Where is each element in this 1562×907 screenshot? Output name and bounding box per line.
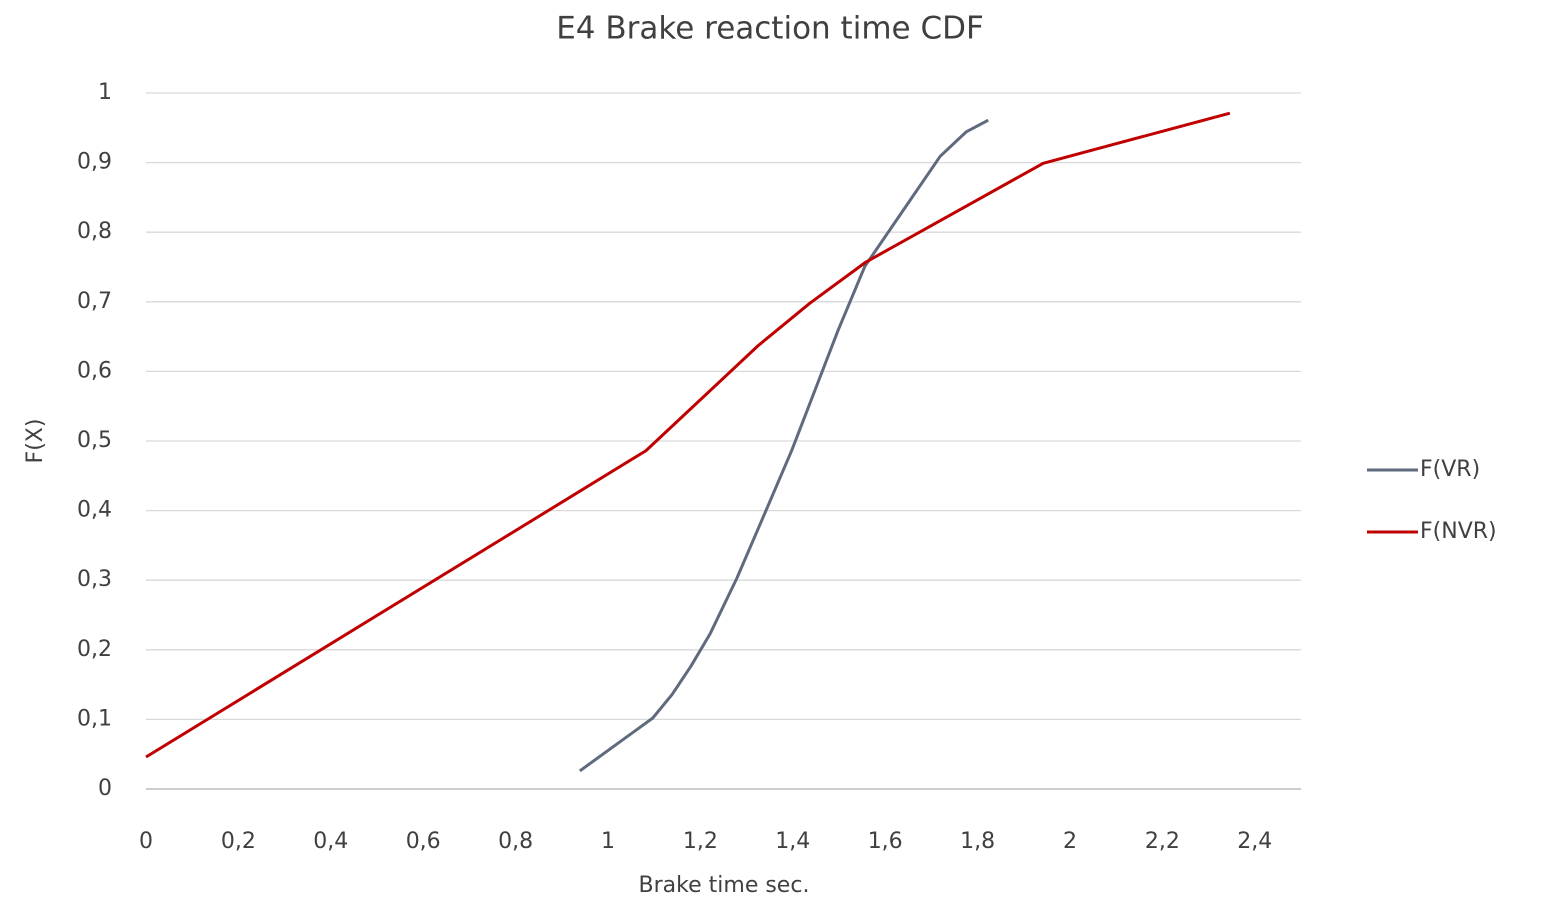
y-tick-label: 0,9 (77, 150, 112, 175)
x-tick-label: 0,6 (406, 829, 441, 854)
series-line (145, 111, 1231, 759)
legend-label: F(NVR) (1420, 519, 1497, 544)
y-tick-label: 0,1 (77, 706, 112, 731)
x-tick-label: 1,6 (868, 829, 903, 854)
x-tick-label: 1 (601, 829, 615, 854)
x-tick-label: 0,2 (221, 829, 256, 854)
x-tick-label: 2 (1063, 829, 1077, 854)
y-tick-label: 0,2 (77, 637, 112, 662)
y-tick-label: 1 (98, 80, 112, 105)
chart-title: E4 Brake reaction time CDF (556, 11, 984, 47)
x-tick-label: 2,4 (1237, 829, 1272, 854)
legend-label: F(VR) (1420, 457, 1480, 482)
y-tick-label: 0,3 (77, 567, 112, 592)
x-tick-label: 0 (139, 829, 153, 854)
x-tick-label: 1,2 (683, 829, 718, 854)
y-tick-label: 0,4 (77, 498, 112, 523)
x-axis-label: Brake time sec. (639, 873, 810, 898)
y-axis-label: F(X) (23, 419, 48, 464)
x-tick-label: 1,4 (775, 829, 810, 854)
y-tick-label: 0,6 (77, 358, 112, 383)
y-tick-label: 0 (98, 776, 112, 801)
y-tick-label: 0,5 (77, 428, 112, 453)
y-tick-label: 0,8 (77, 219, 112, 244)
x-tick-label: 0,8 (498, 829, 533, 854)
x-tick-label: 2,2 (1145, 829, 1180, 854)
x-tick-label: 0,4 (313, 829, 348, 854)
x-tick-label: 1,8 (960, 829, 995, 854)
series-line (578, 118, 989, 773)
y-tick-label: 0,7 (77, 289, 112, 314)
